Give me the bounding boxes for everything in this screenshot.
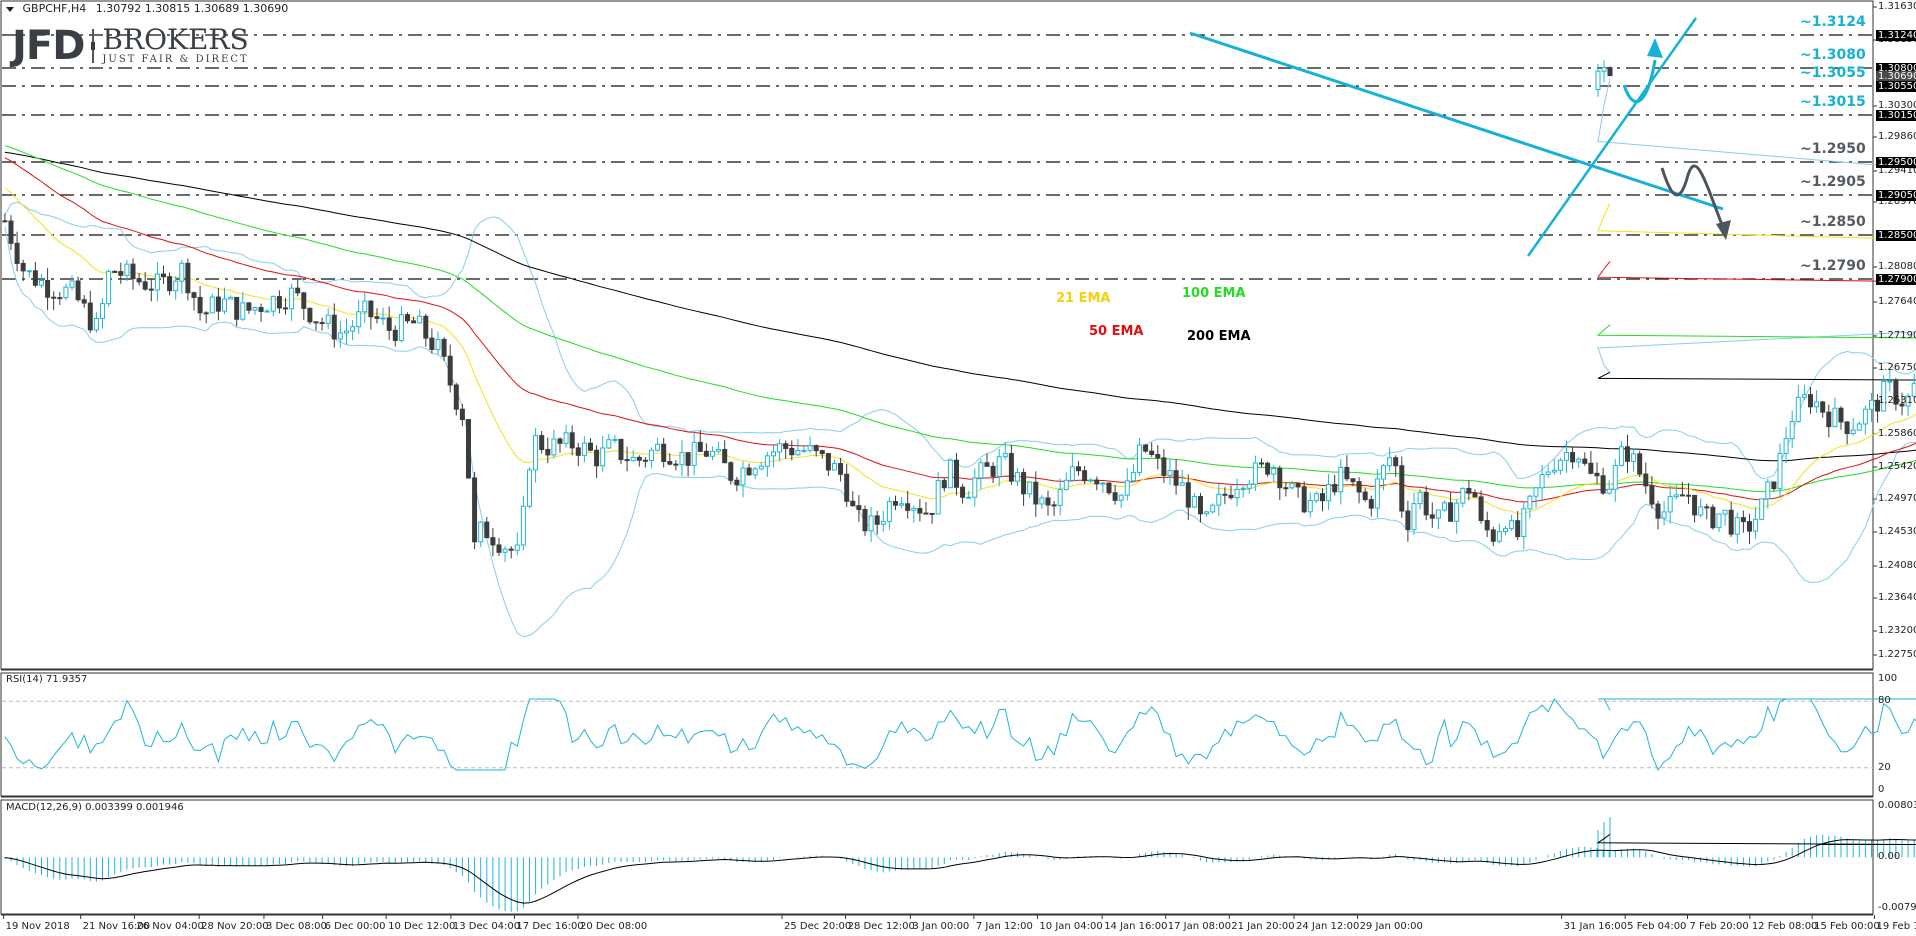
time-tick: 28 Nov 20:00: [201, 921, 269, 932]
time-tick: 20 Dec 08:00: [579, 921, 648, 932]
time-tick: 7 Jan 12:00: [975, 921, 1033, 932]
logo-jfd: JFD: [12, 23, 85, 69]
rsi-tick: 20: [1878, 761, 1891, 773]
level-label: ~1.3124: [1800, 14, 1866, 30]
time-tick: 12 Feb 08:00: [1751, 921, 1818, 932]
time-tick: 10 Dec 12:00: [388, 921, 456, 932]
bollinger-lower: [4, 226, 1916, 638]
time-tick: 29 Jan 00:00: [1359, 921, 1423, 932]
time-tick: 25 Dec 20:00: [784, 921, 852, 932]
ema-200: [4, 151, 1916, 462]
level-label: ~1.2850: [1800, 214, 1866, 230]
rsi-tick: 0: [1878, 784, 1885, 795]
price-box: 1.28500: [1876, 230, 1916, 241]
time-tick: 3 Jan 00:00: [912, 921, 970, 932]
collapse-triangle-icon[interactable]: [6, 6, 14, 12]
level-label: ~1.2790: [1800, 258, 1866, 274]
time-tick: 13 Dec 04:00: [452, 921, 521, 932]
time-tick: 14 Jan 16:00: [1104, 921, 1168, 932]
rsi-label: RSI(14) 71.9357: [6, 674, 88, 685]
price-box: 1.30550: [1876, 81, 1916, 92]
price-tick: 1.26310: [1878, 395, 1916, 406]
ema-label: 50 EMA: [1089, 324, 1144, 339]
time-tick: 6 Dec 00:00: [324, 921, 386, 932]
ema-label: 21 EMA: [1056, 291, 1111, 306]
price-tick: 1.26750: [1878, 362, 1916, 373]
time-tick: 21 Nov 16:00: [82, 921, 151, 932]
price-tick: 1.30300: [1878, 100, 1916, 111]
price-tick: 1.31630: [1878, 1, 1916, 12]
price-box: 1.30800: [1876, 63, 1916, 74]
time-tick: 15 Feb 00:00: [1814, 921, 1880, 932]
price-tick: 1.27190: [1878, 330, 1916, 341]
price-box: 1.27900: [1876, 274, 1916, 285]
logo-separator: [91, 29, 96, 63]
price-tick: 1.24080: [1878, 560, 1916, 571]
price-tick: 1.25860: [1878, 428, 1916, 439]
price-tick: 1.29410: [1878, 165, 1916, 176]
time-tick: 5 Feb 04:00: [1627, 921, 1687, 932]
price-box: 1.31240: [1876, 30, 1916, 41]
price-tick: 1.28970: [1878, 196, 1916, 207]
ema-label: 200 EMA: [1187, 329, 1251, 344]
ema-label: 100 EMA: [1182, 286, 1246, 301]
macd-tick: 0.00: [1878, 851, 1901, 863]
time-tick: 21 Jan 20:00: [1231, 921, 1295, 932]
time-tick: 19 Nov 2018: [5, 921, 70, 932]
logo-brokers: BROKERS: [102, 23, 249, 56]
time-tick: 17 Dec 16:00: [516, 921, 584, 932]
price-tick: 1.28080: [1878, 261, 1916, 272]
rsi-tick: 100: [1878, 673, 1898, 684]
time-tick: 3 Dec 08:00: [265, 921, 327, 932]
time-tick: 31 Jan 16:00: [1563, 921, 1627, 932]
macd-label: MACD(12,26,9) 0.003399 0.001946: [6, 802, 184, 813]
price-tick: 1.27640: [1878, 296, 1916, 307]
price-tick: 1.29860: [1878, 131, 1916, 142]
time-tick: 24 Jan 12:00: [1296, 921, 1360, 932]
time-tick: 19 Feb 12:00: [1876, 921, 1916, 932]
price-tick: 1.25420: [1878, 461, 1916, 472]
ohlc-values: 1.30792 1.30815 1.30689 1.30690: [95, 2, 289, 15]
price-tick: 1.24530: [1878, 526, 1916, 537]
price-box: 1.30690: [1876, 71, 1916, 82]
time-tick: 17 Jan 08:00: [1167, 921, 1232, 932]
price-tick: 1.24970: [1878, 493, 1916, 504]
price-tick: 1.23200: [1878, 625, 1916, 636]
ema-100: [4, 145, 1916, 493]
time-tick: 7 Feb 20:00: [1689, 921, 1749, 932]
time-tick: 10 Jan 04:00: [1039, 921, 1103, 932]
rsi-tick: 80: [1878, 695, 1891, 707]
symbol-label: GBPCHF,H4: [22, 2, 87, 15]
level-label: ~1.3080: [1800, 47, 1866, 63]
price-box: 1.30150: [1876, 110, 1916, 121]
price-tick: 1.23640: [1878, 592, 1916, 603]
ema-50: [4, 157, 1916, 503]
time-tick: 26 Nov 04:00: [136, 921, 204, 932]
price-box: 1.29500: [1876, 157, 1916, 168]
macd-tick: 0.008036: [1878, 800, 1916, 811]
bollinger-upper: [4, 78, 1916, 480]
level-label: ~1.3015: [1800, 94, 1866, 110]
jfd-brokers-logo: JFD BROKERS JUST FAIR & DIRECT: [12, 23, 249, 69]
logo-tagline: JUST FAIR & DIRECT: [102, 54, 249, 65]
price-tick: 1.22750: [1878, 649, 1916, 660]
time-tick: 28 Dec 12:00: [847, 921, 915, 932]
level-label: ~1.2950: [1800, 141, 1866, 157]
macd-tick: -0.007944: [1878, 902, 1916, 913]
chart-title: GBPCHF,H4 1.30792 1.30815 1.30689 1.3069…: [6, 2, 288, 15]
level-label: ~1.3055: [1800, 65, 1866, 81]
price-box: 1.29050: [1876, 190, 1916, 201]
level-label: ~1.2905: [1800, 174, 1866, 190]
